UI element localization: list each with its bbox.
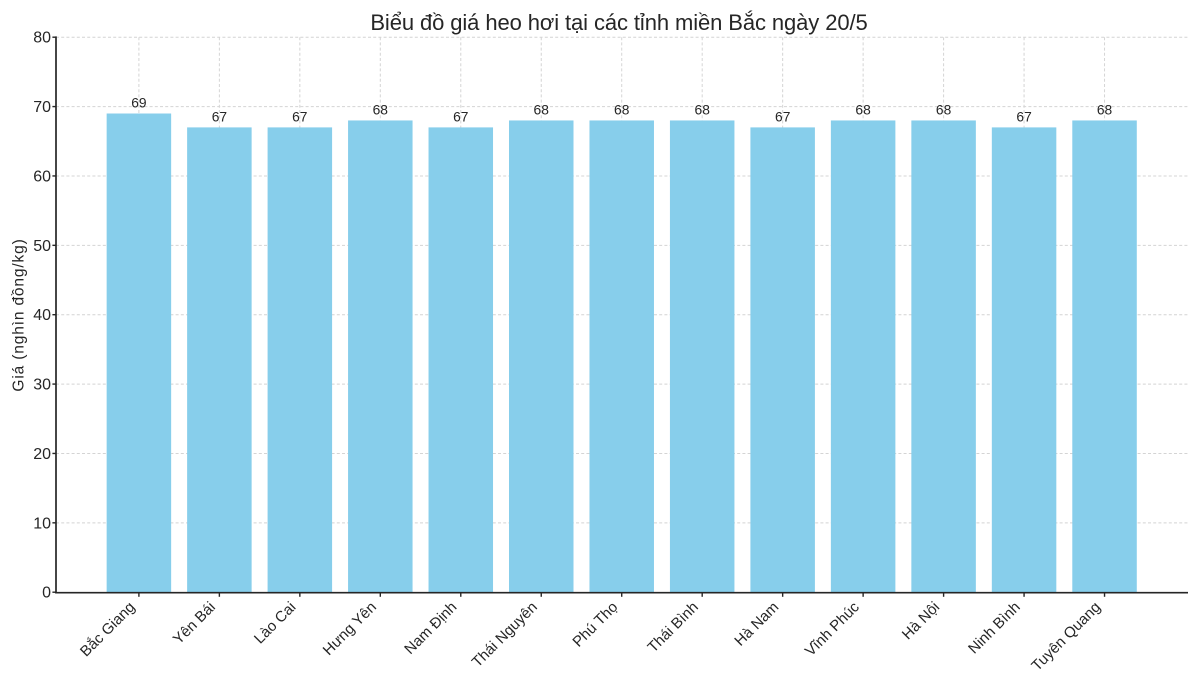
svg-text:10: 10 (33, 515, 51, 532)
svg-text:67: 67 (775, 109, 790, 124)
svg-text:70: 70 (33, 99, 51, 116)
svg-text:Biểu đồ giá heo hơi tại các tỉ: Biểu đồ giá heo hơi tại các tỉnh miền Bắ… (370, 10, 867, 35)
svg-text:68: 68 (855, 102, 871, 117)
svg-text:68: 68 (614, 102, 630, 117)
svg-text:67: 67 (1016, 109, 1031, 124)
svg-text:80: 80 (33, 30, 51, 47)
svg-text:68: 68 (534, 102, 550, 117)
svg-text:0: 0 (42, 585, 51, 602)
svg-text:68: 68 (1097, 102, 1113, 117)
svg-text:40: 40 (33, 307, 51, 324)
svg-text:50: 50 (33, 238, 51, 255)
svg-text:68: 68 (373, 102, 389, 117)
svg-text:67: 67 (453, 109, 468, 124)
svg-text:30: 30 (33, 377, 51, 394)
svg-text:68: 68 (695, 102, 711, 117)
svg-text:67: 67 (292, 109, 307, 124)
svg-text:67: 67 (212, 109, 227, 124)
svg-text:60: 60 (33, 168, 51, 185)
svg-text:69: 69 (131, 96, 147, 111)
svg-text:20: 20 (33, 446, 51, 463)
svg-text:68: 68 (936, 102, 952, 117)
svg-text:Giá (nghìn đồng/kg): Giá (nghìn đồng/kg) (11, 238, 28, 391)
